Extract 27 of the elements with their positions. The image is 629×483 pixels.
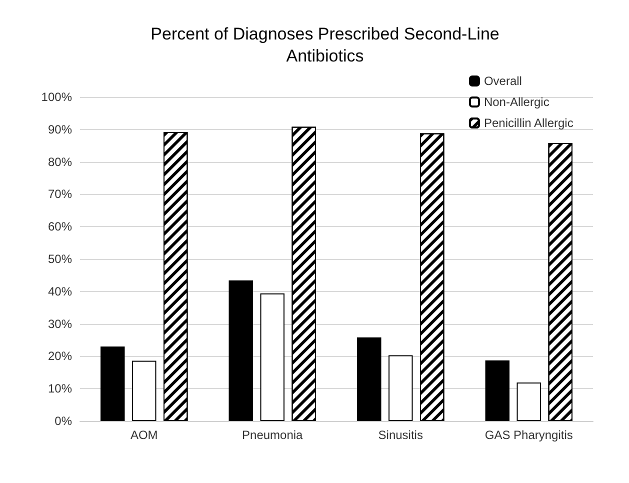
bar xyxy=(357,337,382,421)
y-tick-label: 30% xyxy=(48,316,72,331)
y-tick-label: 10% xyxy=(48,382,72,396)
chart-title: Percent of Diagnoses Prescribed Second-Line Antibiotics xyxy=(150,24,500,66)
y-tick-label: 0% xyxy=(54,414,72,428)
x-tick-label: Sinusitis xyxy=(378,428,423,442)
legend-label: Penicillin Allergic xyxy=(484,116,574,130)
y-tick-label: 60% xyxy=(48,220,72,234)
bar xyxy=(388,355,413,421)
legend-label: Overall xyxy=(484,74,522,88)
y-tick-label: 40% xyxy=(48,284,72,298)
y-tick-label: 70% xyxy=(48,187,72,202)
y-tick-label: 80% xyxy=(48,154,72,169)
bar xyxy=(132,360,156,421)
bar xyxy=(516,382,541,421)
bar xyxy=(485,360,510,421)
y-tick-label: 100% xyxy=(41,90,72,104)
legend-label: Non-Allergic xyxy=(484,95,550,109)
x-tick-label: GAS Pharyngitis xyxy=(484,428,573,442)
bar xyxy=(228,280,253,421)
y-tick-label: 90% xyxy=(48,122,72,136)
y-tick-label: 20% xyxy=(48,349,72,364)
y-tick-label: 50% xyxy=(48,252,72,266)
x-tick-label: AOM xyxy=(130,428,158,442)
bar xyxy=(100,346,125,421)
bar xyxy=(260,293,284,421)
x-tick-label: Pneumonia xyxy=(242,428,304,442)
